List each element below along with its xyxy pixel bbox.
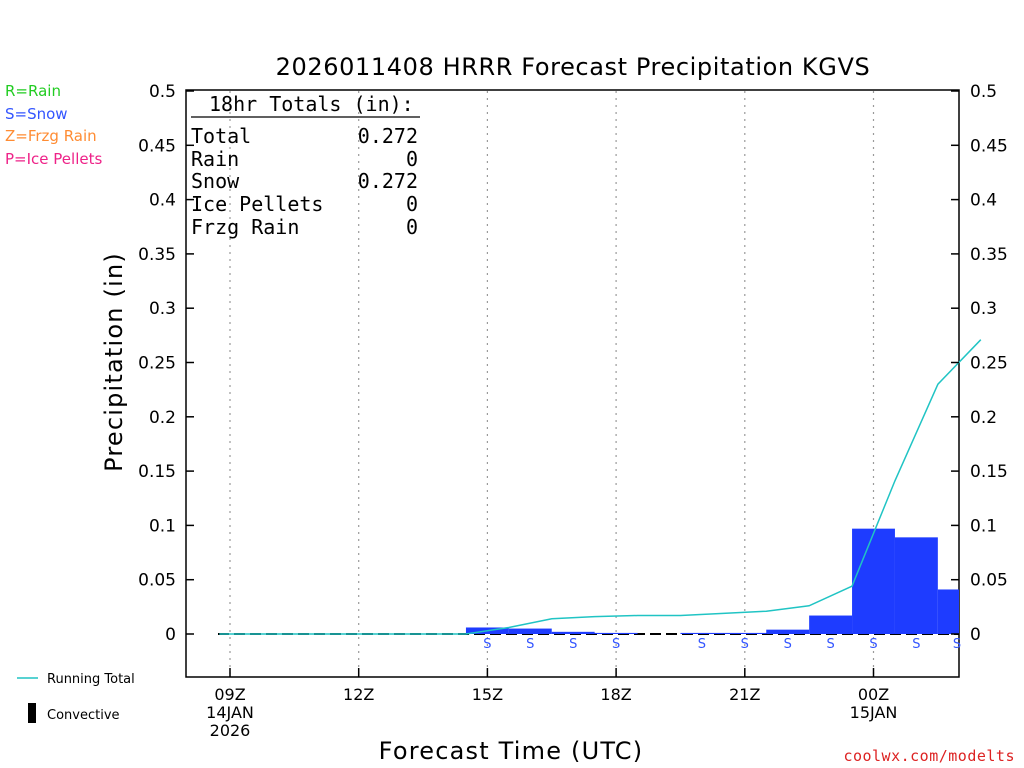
- y-tick-label: 0.1: [149, 516, 176, 536]
- y-tick-label: 0.45: [138, 136, 176, 156]
- totals-value-ice-pellets: 0: [406, 192, 418, 216]
- legend-snow: S=Snow: [5, 105, 68, 123]
- totals-value-total: 0.272: [358, 124, 418, 148]
- snow-bar: [852, 528, 895, 634]
- y-tick-label: 0.35: [138, 245, 176, 265]
- running-total-line: [219, 339, 982, 635]
- ptype-legend: R=Rain S=Snow Z=Frzg Rain P=Ice Pellets: [5, 82, 102, 168]
- snow-bar: [894, 537, 938, 634]
- snow-marker: S: [912, 637, 920, 652]
- totals-label-total: Total: [191, 124, 251, 148]
- y-tick-label: 0.2: [149, 408, 176, 428]
- totals-value-rain: 0: [406, 147, 418, 171]
- legend-freezing-rain: Z=Frzg Rain: [5, 127, 97, 145]
- totals-box: 18hr Totals (in): Total 0.272 Rain 0 Sno…: [191, 92, 420, 239]
- x-tick-label: 00Z: [858, 685, 889, 704]
- totals-value-frzg-rain: 0: [406, 215, 418, 239]
- snow-marker: S: [784, 637, 792, 652]
- y-tick-label: 0.3: [970, 299, 997, 319]
- y-tick-label: 0.3: [149, 299, 176, 319]
- x-tick-label: 15JAN: [850, 703, 898, 722]
- y-tick-label: 0.45: [970, 136, 1008, 156]
- y-tick-label: 0.25: [970, 354, 1008, 374]
- y-axis-label: Precipitation (in): [100, 252, 128, 472]
- y-tick-label: 0.4: [149, 191, 176, 211]
- snow-bar: [937, 589, 959, 634]
- snow-marker: S: [569, 637, 577, 652]
- totals-value-snow: 0.272: [358, 169, 418, 193]
- x-tick-label: 14JAN: [206, 703, 254, 722]
- snow-marker: S: [826, 637, 834, 652]
- convective-legend-swatch: [28, 703, 36, 723]
- running-total-legend-label: Running Total: [47, 672, 135, 687]
- totals-label-ice-pellets: Ice Pellets: [191, 192, 323, 216]
- y-tick-label: 0.05: [138, 571, 176, 591]
- x-tick-label: 18Z: [600, 685, 631, 704]
- hourly-snow-bars: [465, 528, 959, 634]
- totals-label-snow: Snow: [191, 169, 240, 193]
- snow-bar: [766, 629, 810, 634]
- y-tick-label: 0.15: [138, 462, 176, 482]
- x-tick-label: 09Z: [214, 685, 245, 704]
- bottom-legend: Running Total Convective: [17, 672, 135, 723]
- x-tick-label: 12Z: [343, 685, 374, 704]
- snow-bar: [809, 615, 853, 634]
- totals-label-frzg-rain: Frzg Rain: [191, 215, 299, 239]
- x-tick-label: 15Z: [472, 685, 503, 704]
- legend-ice-pellets: P=Ice Pellets: [5, 150, 102, 168]
- snow-marker: S: [526, 637, 534, 652]
- y-tick-label: 0.15: [970, 462, 1008, 482]
- plot-frame: [185, 89, 960, 678]
- y-axis-right: 0 0.05 0.1 0.15 0.2 0.25 0.3 0.35 0.4 0.45 0.5: [951, 82, 1008, 645]
- y-tick-label: 0: [970, 625, 981, 645]
- snow-marker: S: [869, 637, 877, 652]
- y-tick-label: 0.2: [970, 408, 997, 428]
- y-tick-label: 0.05: [970, 571, 1008, 591]
- snow-marker: S: [612, 637, 620, 652]
- snow-bar: [551, 631, 595, 634]
- convective-legend-label: Convective: [47, 708, 120, 723]
- totals-label-rain: Rain: [191, 147, 239, 171]
- snow-bar: [723, 632, 767, 634]
- snow-bar: [680, 632, 724, 634]
- legend-rain: R=Rain: [5, 82, 61, 100]
- chart-title: 2026011408 HRRR Forecast Precipitation K…: [276, 53, 871, 81]
- y-tick-label: 0.1: [970, 516, 997, 536]
- y-tick-label: 0.25: [138, 354, 176, 374]
- y-tick-label: 0.4: [970, 191, 997, 211]
- y-tick-label: 0: [165, 625, 176, 645]
- y-axis-left: 0 0.05 0.1 0.15 0.2 0.25 0.3 0.35 0.4 0.45 0.5: [138, 82, 194, 645]
- x-axis-label: Forecast Time (UTC): [379, 737, 644, 765]
- x-tick-label: 2026: [210, 721, 251, 740]
- totals-header: 18hr Totals (in):: [209, 92, 414, 116]
- y-tick-label: 0.5: [970, 82, 997, 102]
- snow-marker: S: [741, 637, 749, 652]
- snow-bar: [594, 632, 638, 634]
- site-credit: coolwx.com/modelts: [843, 747, 1015, 765]
- vertical-gridlines: [229, 91, 875, 676]
- y-tick-label: 0.35: [970, 245, 1008, 265]
- snow-marker: S: [953, 637, 961, 652]
- snow-marker: S: [698, 637, 706, 652]
- snow-marker: S: [483, 637, 491, 652]
- x-tick-label: 21Z: [729, 685, 760, 704]
- snow-bar: [508, 628, 552, 634]
- y-tick-label: 0.5: [149, 82, 176, 102]
